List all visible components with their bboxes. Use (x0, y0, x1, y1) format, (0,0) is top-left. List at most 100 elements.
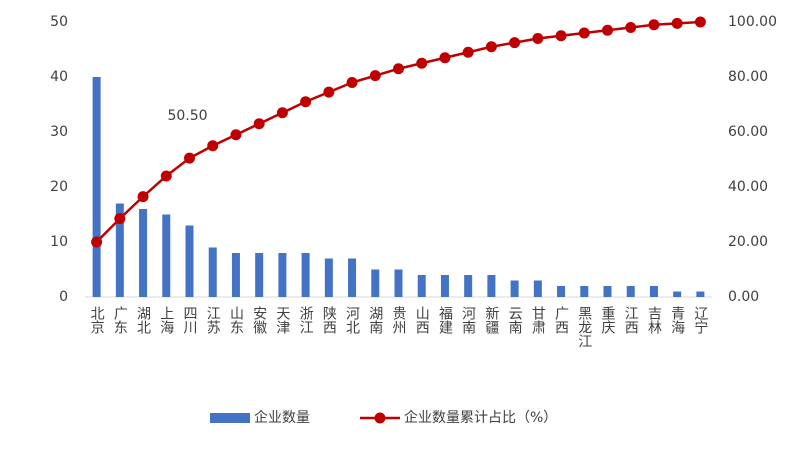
line-point (625, 22, 637, 33)
line-point (137, 191, 149, 203)
bar (487, 275, 496, 297)
x-tick-label: 山西 (414, 306, 430, 334)
line-point (532, 33, 544, 44)
y-tick-label: 30 (50, 124, 68, 140)
y2-tick-label: 80.00 (728, 69, 768, 85)
bar (557, 286, 566, 297)
bar (185, 225, 194, 297)
x-tick-label: 湖南 (367, 306, 383, 334)
line-point (346, 77, 358, 88)
x-tick-label: 新疆 (483, 306, 499, 334)
bar (696, 291, 705, 297)
x-tick-label: 山东 (228, 306, 244, 334)
x-tick-label: 上海 (158, 306, 174, 334)
y2-tick-label: 40.00 (728, 179, 768, 195)
x-tick-label: 天津 (274, 306, 290, 334)
line-point (160, 170, 172, 182)
bar (603, 286, 612, 297)
data-label: 50.50 (167, 108, 207, 124)
bar (626, 286, 635, 297)
line-point (439, 52, 451, 64)
y-tick-label: 50 (50, 14, 68, 30)
line-point (114, 213, 126, 225)
x-tick-label: 辽宁 (692, 306, 708, 334)
x-tick-label: 河南 (460, 306, 476, 334)
x-tick-label: 云南 (507, 306, 523, 334)
bar (673, 291, 682, 297)
x-tick-label: 安徽 (251, 306, 267, 334)
y2-tick-label: 100.00 (728, 14, 777, 30)
x-tick-label: 吉林 (646, 306, 662, 334)
line-point (369, 70, 381, 82)
y-tick-label: 20 (50, 179, 68, 195)
x-tick-label: 陕西 (321, 306, 337, 334)
x-tick-label: 重庆 (600, 306, 616, 334)
line-point (509, 37, 521, 49)
line-point (555, 30, 567, 42)
y-tick-label: 40 (50, 69, 68, 85)
bar (162, 214, 171, 297)
line-point (207, 140, 219, 152)
line-point (300, 96, 312, 108)
line-point (694, 16, 706, 28)
line-point (323, 86, 335, 98)
bar (649, 286, 658, 297)
legend-swatch-dot (374, 412, 386, 424)
line-point (276, 107, 288, 119)
bar (510, 280, 519, 297)
y2-tick-label: 60.00 (728, 124, 768, 140)
x-tick-label: 北京 (89, 306, 105, 334)
line-point (416, 57, 428, 69)
legend-label: 企业数量累计占比（%） (404, 409, 557, 426)
bar (348, 258, 357, 297)
y2-tick-label: 0.00 (728, 289, 759, 305)
x-tick-label: 广东 (112, 306, 128, 334)
line-point (578, 27, 590, 39)
legend-swatch (210, 413, 250, 423)
bar (255, 253, 264, 297)
x-tick-label: 甘肃 (530, 306, 546, 334)
bar (301, 253, 310, 297)
y2-tick-label: 20.00 (728, 234, 768, 250)
x-tick-label: 贵州 (391, 306, 407, 334)
y-tick-label: 0 (59, 289, 68, 305)
bar (208, 247, 217, 297)
line-point (485, 41, 497, 53)
x-tick-label: 湖北 (135, 306, 151, 335)
x-tick-label: 四川 (182, 306, 198, 334)
line-point (462, 46, 474, 58)
x-tick-label: 福建 (437, 306, 453, 335)
x-tick-label: 浙江 (298, 306, 314, 334)
legend-label: 企业数量 (254, 409, 310, 426)
line-point (648, 19, 660, 31)
bar (92, 77, 101, 297)
bar (464, 275, 473, 297)
bar (324, 258, 333, 297)
bar (278, 253, 287, 297)
line-point (671, 17, 683, 29)
bar (115, 203, 124, 297)
bar (533, 280, 542, 297)
bar (440, 275, 449, 297)
line-point (253, 118, 265, 130)
line-point (602, 24, 613, 36)
bar (394, 269, 403, 297)
line-point (393, 63, 404, 75)
x-tick-label: 黑龙江 (576, 306, 592, 348)
bar (417, 275, 426, 297)
line-point (184, 152, 195, 164)
x-tick-label: 河北 (344, 306, 360, 335)
x-tick-label: 江苏 (205, 306, 221, 335)
bar (371, 269, 380, 297)
line-point (230, 129, 242, 141)
y-tick-label: 10 (50, 234, 68, 250)
x-tick-label: 江西 (623, 306, 639, 334)
x-tick-label: 青海 (669, 306, 685, 334)
bar (139, 209, 148, 297)
line-point (91, 236, 103, 248)
bar (231, 253, 240, 297)
x-tick-label: 广西 (553, 306, 569, 334)
bar (580, 286, 589, 297)
line (95, 20, 701, 243)
